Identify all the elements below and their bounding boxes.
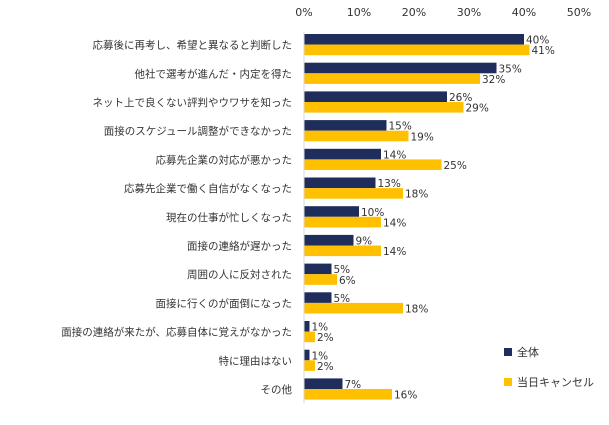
legend-swatch	[504, 348, 512, 356]
data-label: 41%	[532, 45, 555, 57]
data-label: 16%	[394, 390, 417, 402]
bar-zentai	[304, 34, 524, 45]
legend-label: 全体	[517, 345, 539, 359]
legend-label: 当日キャンセル	[517, 375, 594, 389]
bar-zentai	[304, 234, 354, 246]
data-label: 14%	[383, 217, 406, 229]
data-label: 35%	[499, 63, 522, 75]
x-tick-label: 10%	[347, 6, 371, 19]
data-label: 15%	[389, 121, 412, 133]
data-label: 6%	[339, 275, 356, 287]
bar-zentai	[304, 292, 332, 303]
bar-zentai	[304, 120, 387, 131]
data-label: 7%	[345, 379, 362, 391]
bar-tojitsu-cancel	[304, 216, 381, 228]
bar-tojitsu-cancel	[304, 302, 403, 314]
category-label: 面接の連絡が遅かった	[187, 240, 292, 253]
data-label: 40%	[526, 35, 549, 47]
bars	[304, 34, 530, 400]
bar-zentai	[304, 206, 359, 217]
bar-zentai	[304, 91, 447, 102]
category-label: 現在の仕事が忙しくなった	[166, 211, 292, 224]
bar-tojitsu-cancel	[304, 159, 442, 170]
legend-swatch	[504, 378, 512, 386]
category-label: 応募先企業の対応が悪かった	[156, 153, 293, 166]
data-label: 14%	[383, 246, 406, 258]
category-labels: 応募後に再考し、希望と異なると判断した他社で選考が進んだ・内定を得たネット上で良…	[61, 39, 292, 396]
bar-tojitsu-cancel	[304, 331, 315, 343]
data-label: 25%	[444, 160, 467, 172]
bar-tojitsu-cancel	[304, 73, 480, 84]
x-tick-label: 50%	[567, 6, 591, 19]
bar-zentai	[304, 321, 310, 332]
data-label: 19%	[411, 131, 434, 143]
category-label: 面接に行くのが面倒になった	[156, 297, 293, 310]
category-label: ネット上で良くない評判やウワサを知った	[93, 96, 293, 109]
data-label: 29%	[466, 103, 489, 115]
data-label: 1%	[312, 322, 329, 334]
bar-tojitsu-cancel	[304, 130, 409, 142]
x-tick-label: 20%	[402, 6, 426, 19]
category-label: 面接の連絡が来たが、応募自体に覚えがなかった	[61, 326, 292, 339]
bar-tojitsu-cancel	[304, 389, 392, 400]
x-tick-label: 0%	[295, 6, 312, 19]
data-label: 5%	[334, 293, 351, 305]
x-tick-label: 40%	[512, 6, 536, 19]
bar-tojitsu-cancel	[304, 44, 530, 56]
bar-zentai	[304, 177, 376, 189]
category-label: 特に理由はない	[219, 354, 293, 367]
data-label: 18%	[405, 189, 428, 201]
bar-zentai	[304, 378, 343, 389]
category-label: その他	[261, 383, 293, 396]
category-label: 応募後に再考し、希望と異なると判断した	[93, 39, 293, 52]
x-axis-ticks: 0% 10% 20% 30% 40% 50%	[295, 6, 591, 19]
bar-tojitsu-cancel	[304, 245, 381, 257]
bar-zentai	[304, 148, 381, 160]
data-label: 14%	[383, 149, 406, 161]
bar-zentai	[304, 62, 497, 74]
bar-tojitsu-cancel	[304, 360, 315, 371]
bar-zentai	[304, 349, 310, 361]
bar-tojitsu-cancel	[304, 102, 464, 113]
bar-zentai	[304, 263, 332, 275]
bar-tojitsu-cancel	[304, 274, 337, 285]
data-label: 9%	[356, 236, 373, 248]
data-label: 13%	[378, 178, 401, 190]
data-label: 10%	[361, 207, 384, 219]
data-label: 5%	[334, 264, 351, 276]
data-labels: 40%41%35%32%26%29%15%19%14%25%13%18%10%1…	[312, 35, 555, 402]
category-label: 面接のスケジュール調整ができなかった	[104, 125, 292, 138]
category-label: 他社で選考が進んだ・内定を得た	[135, 67, 293, 80]
data-label: 2%	[317, 361, 334, 373]
data-label: 18%	[405, 304, 428, 316]
category-label: 応募先企業で働く自信がなくなった	[124, 182, 292, 195]
data-label: 32%	[482, 74, 505, 86]
data-label: 26%	[449, 92, 472, 104]
x-tick-label: 30%	[457, 6, 481, 19]
data-label: 2%	[317, 332, 334, 344]
bar-tojitsu-cancel	[304, 188, 403, 199]
category-label: 周囲の人に反対された	[187, 268, 292, 281]
data-label: 1%	[312, 350, 329, 362]
